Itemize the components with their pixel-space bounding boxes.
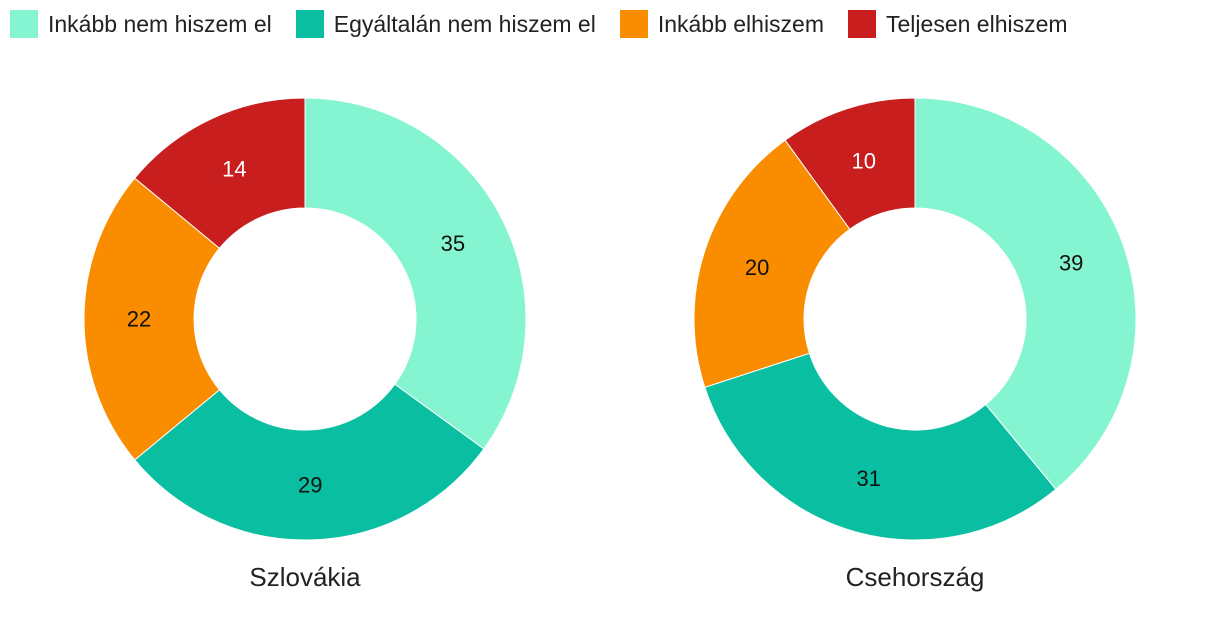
chart-title: Csehország xyxy=(846,562,985,592)
donut-slice-4[interactable] xyxy=(134,97,306,249)
legend-swatch xyxy=(848,10,877,38)
legend-item-teljesen[interactable]: Teljesen elhiszem xyxy=(848,10,1068,38)
donut-slice-3[interactable] xyxy=(83,177,221,461)
donut-chart-1: 35 29 22 14 Szlovákia xyxy=(83,97,527,592)
slice-value-label: 10 xyxy=(851,149,875,174)
donut-slice-3[interactable] xyxy=(693,139,851,388)
legend-swatch xyxy=(295,10,324,38)
legend-label: Inkább nem hiszem el xyxy=(48,10,272,37)
chart-title: Szlovákia xyxy=(249,562,361,592)
donut-slice-1[interactable] xyxy=(914,97,1137,490)
legend-label: Inkább elhiszem xyxy=(657,10,825,37)
slice-value-label: 35 xyxy=(441,231,465,256)
slice-value-label: 14 xyxy=(222,156,246,181)
legend-item-inkabb-nem[interactable]: Inkább nem hiszem el xyxy=(10,10,272,38)
legend-swatch xyxy=(10,10,38,38)
legend-item-egyaltalan-nem[interactable]: Egyáltalán nem hiszem el xyxy=(295,10,596,38)
donut-slice-2[interactable] xyxy=(134,383,485,541)
slice-value-label: 31 xyxy=(856,466,880,491)
slice-value-label: 20 xyxy=(745,255,769,280)
legend-label: Egyáltalán nem hiszem el xyxy=(333,10,596,37)
donut-chart-2: 39 31 20 10 Csehország xyxy=(693,97,1137,592)
legend: Inkább nem hiszem el Egyáltalán nem hisz… xyxy=(10,8,1092,40)
legend-label: Teljesen elhiszem xyxy=(886,10,1068,37)
donut-slice-2[interactable] xyxy=(704,352,1057,541)
donut-slice-1[interactable] xyxy=(304,97,527,450)
legend-swatch xyxy=(619,10,648,38)
slice-value-label: 39 xyxy=(1059,250,1083,275)
legend-item-inkabb-el[interactable]: Inkább elhiszem xyxy=(619,10,825,38)
slice-value-label: 22 xyxy=(127,307,151,332)
donut-slice-4[interactable] xyxy=(784,97,916,230)
slice-value-label: 29 xyxy=(298,472,322,497)
